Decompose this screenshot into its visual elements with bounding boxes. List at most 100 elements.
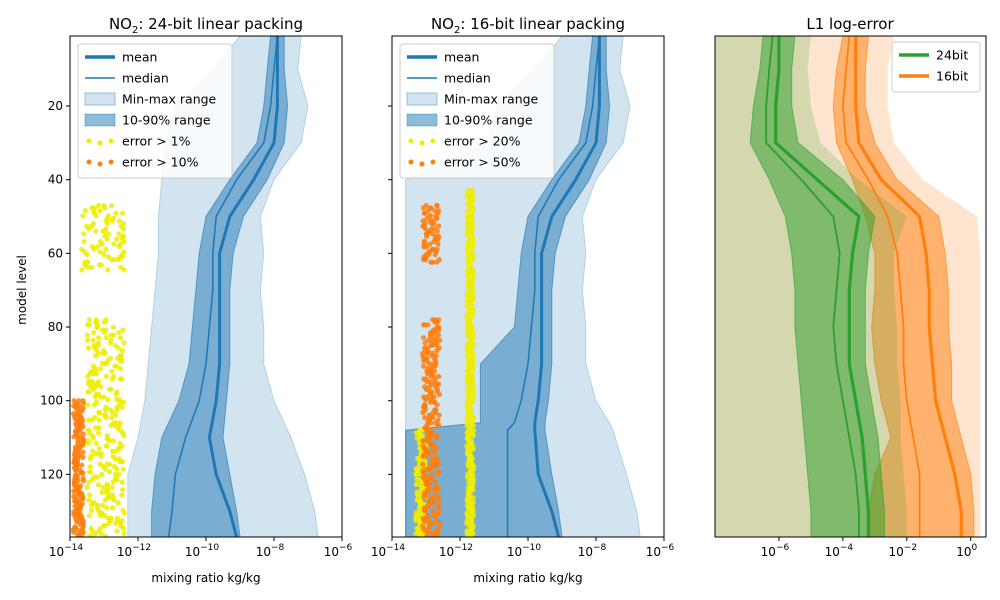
error-low-points-point bbox=[103, 533, 109, 537]
error-low-points-point bbox=[97, 366, 103, 372]
error-low-points-point bbox=[96, 335, 102, 341]
error-low-points-point bbox=[110, 505, 116, 511]
error-low-points-point bbox=[87, 464, 93, 470]
error-low-points-point bbox=[470, 311, 476, 318]
error-low-points-point bbox=[113, 412, 119, 418]
error-high-points-point bbox=[421, 518, 427, 524]
error-low-points-point bbox=[113, 391, 119, 397]
y-tick-label: 120 bbox=[40, 467, 63, 481]
error-high-points-point bbox=[424, 378, 430, 385]
error-high-points-point bbox=[432, 251, 438, 258]
error-low-points-point bbox=[106, 469, 113, 475]
panel-16bit-xlabel: mixing ratio kg/kg bbox=[473, 571, 582, 585]
error-low-points-point bbox=[93, 353, 99, 359]
legend-label: mean bbox=[122, 50, 157, 65]
legend-swatch-dot bbox=[108, 159, 114, 165]
error-high-points-point bbox=[428, 342, 434, 348]
error-low-points-point bbox=[99, 471, 105, 477]
legend-label: 24bit bbox=[936, 48, 968, 63]
error-low-points-point bbox=[87, 456, 94, 462]
panel-l1-plot: 10−6 10−4 10−2 100 24bit 16bit bbox=[714, 35, 987, 559]
legend-label: 16bit bbox=[936, 69, 968, 84]
error-high-points-point bbox=[80, 478, 86, 484]
error-high-points-point bbox=[421, 495, 427, 501]
error-low-points-point bbox=[115, 345, 121, 351]
error-low-points-point bbox=[119, 376, 125, 382]
error-low-points-point bbox=[109, 368, 115, 374]
error-low-points-point bbox=[121, 267, 127, 273]
error-low-points-point bbox=[90, 435, 96, 441]
error-high-points-point bbox=[434, 435, 440, 441]
error-low-points-point bbox=[84, 251, 90, 258]
error-high-points-point bbox=[426, 360, 432, 367]
x-tick-label: 10−10 bbox=[185, 543, 220, 559]
legend-label: median bbox=[444, 71, 491, 86]
error-low-points-point bbox=[113, 210, 119, 216]
mean-line bbox=[533, 36, 601, 537]
error-low-points-point bbox=[116, 244, 122, 250]
error-low-points-point bbox=[114, 476, 120, 483]
error-low-points-point bbox=[105, 397, 111, 403]
panel-24bit: NO2: 24-bit linear packing mixing ratio … bbox=[15, 15, 353, 585]
error-low-points-point bbox=[108, 422, 114, 428]
error-low-points-point bbox=[93, 213, 99, 219]
error-low-points-point bbox=[118, 458, 124, 465]
error-low-points-point bbox=[470, 389, 477, 395]
error-high-points-point bbox=[429, 476, 435, 483]
error-low-points-point bbox=[114, 466, 120, 472]
error-high-points-point bbox=[422, 415, 428, 421]
error-high-points-point bbox=[434, 215, 440, 221]
error-low-points-point bbox=[470, 433, 476, 439]
panel-16bit-title: NO2: 16-bit linear packing bbox=[431, 15, 625, 36]
error-high-points-point bbox=[431, 239, 437, 245]
error-high-points-point bbox=[433, 479, 439, 485]
error-low-points-point bbox=[109, 415, 115, 421]
legend-label: median bbox=[122, 71, 169, 86]
error-low-points-point bbox=[111, 241, 117, 247]
error-high-points-point bbox=[420, 438, 426, 444]
axes-frame bbox=[714, 35, 987, 538]
error-low-points-point bbox=[86, 226, 92, 232]
error-low-points-point bbox=[116, 329, 122, 336]
error-low-points-point bbox=[105, 267, 111, 273]
y-tick-label: 80 bbox=[48, 320, 63, 334]
legend-label: 10-90% range bbox=[444, 113, 533, 128]
error-low-points-point bbox=[119, 358, 125, 364]
error-high-points-point bbox=[420, 461, 426, 467]
error-high-points-point bbox=[74, 519, 80, 525]
legend-swatch-dot bbox=[430, 159, 436, 165]
24bit-median-line bbox=[765, 36, 860, 537]
error-low-points-point bbox=[101, 319, 108, 325]
x-tick-label: 10−6 bbox=[761, 543, 790, 559]
error-high-points-point bbox=[436, 391, 442, 397]
error-low-points-point bbox=[464, 232, 470, 238]
legend-swatch-dot bbox=[430, 138, 436, 144]
error-low-points-point bbox=[95, 482, 101, 488]
error-low-points-point bbox=[413, 471, 419, 477]
error-low-points-point bbox=[97, 513, 104, 519]
error-low-points-point bbox=[121, 531, 127, 537]
x-tick-label: 10−6 bbox=[646, 543, 675, 559]
legend-swatch-dot bbox=[86, 159, 92, 165]
error-low-points-point bbox=[121, 399, 127, 405]
error-high-points bbox=[420, 317, 443, 537]
error-low-points-point bbox=[88, 507, 95, 514]
error-low-points-point bbox=[102, 329, 108, 336]
panel-16bit: NO2: 16-bit linear packing mixing ratio … bbox=[371, 15, 675, 585]
error-low-points-point bbox=[93, 228, 99, 234]
error-low-points-point bbox=[102, 523, 108, 529]
x-tick-label: 10−14 bbox=[371, 543, 406, 559]
error-low-points-point bbox=[89, 264, 95, 270]
error-high-points-point bbox=[425, 322, 431, 328]
error-high-points-point bbox=[427, 399, 434, 405]
error-low-points-point bbox=[106, 438, 113, 444]
error-low-points-point bbox=[89, 502, 95, 508]
error-low-points-point bbox=[105, 482, 111, 488]
error-low-points-point bbox=[81, 231, 87, 237]
error-high-points-point bbox=[428, 487, 434, 493]
error-high-points-point bbox=[432, 409, 439, 416]
error-low-points-point bbox=[85, 373, 91, 379]
error-high-points-point bbox=[434, 228, 440, 234]
